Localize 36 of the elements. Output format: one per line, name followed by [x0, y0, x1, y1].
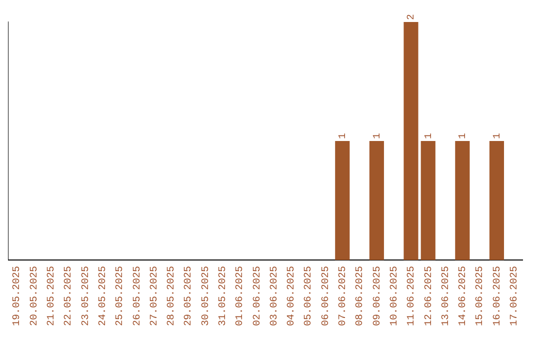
data-label: 2: [406, 14, 418, 20]
x-tick-label: 27.05.2025: [149, 266, 160, 326]
x-tick-label: 29.05.2025: [184, 266, 195, 326]
x-tick-label: 28.05.2025: [166, 266, 178, 326]
x-tick-label: 10.06.2025: [389, 266, 400, 326]
x-tick-label: 11.06.2025: [406, 266, 418, 326]
x-tick-label: 24.05.2025: [98, 266, 109, 326]
x-tick-label: 22.05.2025: [64, 266, 75, 326]
x-tick-label: 03.06.2025: [269, 266, 280, 326]
data-label: 1: [458, 132, 470, 139]
data-label: 1: [424, 132, 435, 139]
x-tick-label: 21.05.2025: [46, 266, 58, 326]
x-tick-label: 12.06.2025: [424, 266, 435, 326]
data-label: 1: [338, 132, 350, 139]
x-tick-label: 16.06.2025: [492, 266, 504, 326]
data-label: 1: [492, 132, 504, 139]
x-tick-label: 31.05.2025: [218, 266, 229, 326]
x-tick-label: 13.06.2025: [440, 266, 452, 326]
x-tick-label: 26.05.2025: [132, 266, 144, 326]
x-tick-label: 09.06.2025: [372, 266, 384, 326]
x-tick-label: 25.05.2025: [115, 266, 126, 326]
x-tick-label: 30.05.2025: [200, 266, 212, 326]
x-tick-label: 17.06.2025: [510, 266, 521, 326]
x-tick-label: 01.06.2025: [235, 266, 246, 326]
x-tick-label: 20.05.2025: [29, 266, 40, 326]
x-tick-label: 02.06.2025: [252, 266, 264, 326]
x-tick-label: 14.06.2025: [458, 266, 470, 326]
x-tick-label: 08.06.2025: [355, 266, 366, 326]
x-tick-label: 19.05.2025: [12, 266, 24, 326]
x-tick-label: 07.06.2025: [338, 266, 350, 326]
x-tick-label: 23.05.2025: [80, 266, 92, 326]
x-tick-label: 15.06.2025: [475, 266, 486, 326]
x-tick-label: 06.06.2025: [320, 266, 332, 326]
data-label: 1: [372, 132, 384, 139]
x-tick-label: 05.06.2025: [304, 266, 315, 326]
x-tick-label: 04.06.2025: [286, 266, 298, 326]
